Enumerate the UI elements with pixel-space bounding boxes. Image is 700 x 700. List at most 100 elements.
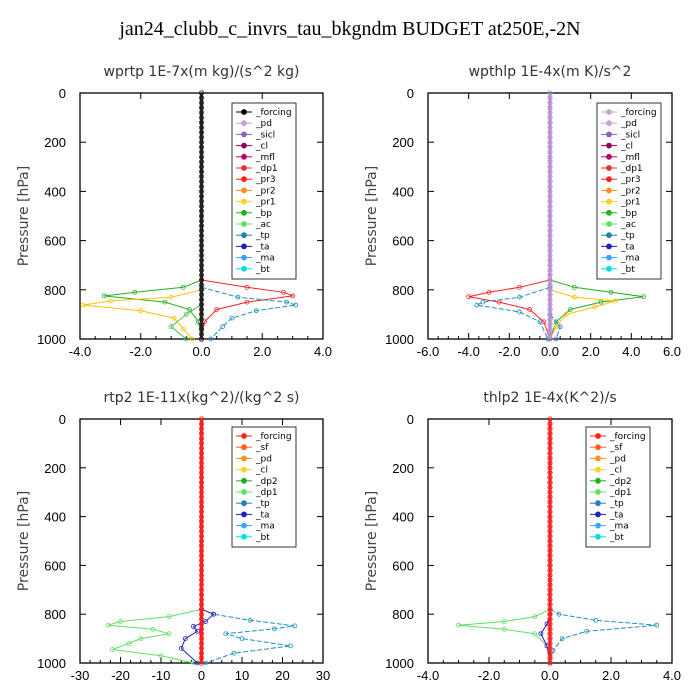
forcing-marker <box>198 183 205 190</box>
forcing-marker <box>547 238 553 244</box>
series-line-ac <box>170 304 202 340</box>
forcing-marker <box>547 640 553 647</box>
x-tick-label: 4.0 <box>314 344 332 359</box>
forcing-marker <box>198 238 205 244</box>
legend-swatch-marker <box>595 444 601 451</box>
forcing-marker <box>547 321 553 327</box>
data-point <box>572 284 577 290</box>
legend: _forcing_pd_sicl_cl_mfl_dp1_pr3_pr2_pr1_… <box>596 102 662 280</box>
y-tick-label: 1000 <box>385 332 414 347</box>
x-tick-label: -2.0 <box>130 344 152 359</box>
forcing-marker <box>547 164 553 170</box>
legend-label: _mfl <box>620 153 640 163</box>
legend-swatch-marker <box>241 232 247 239</box>
forcing-marker <box>547 336 553 342</box>
data-point <box>182 636 188 641</box>
forcing-marker <box>547 257 553 263</box>
forcing-marker <box>198 621 205 627</box>
x-tick-label: 2.0 <box>602 668 620 683</box>
forcing-marker <box>198 169 205 175</box>
data-point <box>138 636 144 641</box>
forcing-marker <box>547 567 553 573</box>
data-point <box>501 619 507 624</box>
legend-swatch-marker <box>241 120 247 127</box>
legend-label: _ma <box>255 522 275 532</box>
forcing-marker <box>198 431 205 437</box>
forcing-marker <box>198 174 205 180</box>
legend-swatch-marker <box>606 254 612 261</box>
forcing-marker <box>547 149 553 155</box>
data-point <box>567 307 573 312</box>
forcing-marker <box>198 518 205 525</box>
forcing-marker <box>547 233 553 239</box>
data-point <box>107 298 113 304</box>
x-tick-label: -4.0 <box>69 344 91 359</box>
forcing-marker <box>547 548 553 554</box>
y-tick-label: 400 <box>392 510 414 525</box>
forcing-marker <box>198 247 205 254</box>
forcing-marker <box>547 538 553 544</box>
legend-swatch-marker <box>606 165 612 171</box>
forcing-marker <box>547 587 553 593</box>
forcing-marker <box>547 557 553 564</box>
data-point <box>162 299 168 305</box>
y-tick-label: 1000 <box>385 656 414 671</box>
legend-label: _dp2 <box>255 477 278 487</box>
legend-swatch-marker <box>241 455 247 462</box>
data-point <box>235 294 241 300</box>
forcing-marker <box>198 287 205 293</box>
forcing-marker <box>198 159 205 165</box>
forcing-marker <box>547 655 553 661</box>
forcing-marker <box>198 465 205 471</box>
forcing-marker <box>198 301 205 308</box>
legend-label: _ma <box>620 254 640 264</box>
y-tick-label: 200 <box>392 135 414 150</box>
data-point <box>208 336 214 342</box>
forcing-marker <box>547 592 553 598</box>
legend-label: _dp1 <box>620 164 643 174</box>
forcing-marker <box>547 479 553 486</box>
legend-label: _forcing <box>255 108 292 118</box>
legend-swatch-marker <box>241 243 247 250</box>
data-point <box>553 319 559 325</box>
plot-3: thlp2 1E-4x(K^2)/s Pressure [hPa] -4.0 -2.0… <box>364 390 681 683</box>
legend-swatch-marker <box>606 187 612 194</box>
forcing-marker <box>547 577 553 583</box>
data-point <box>284 299 289 305</box>
forcing-marker <box>198 233 205 239</box>
forcing-marker <box>547 105 553 111</box>
forcing-marker <box>547 144 553 150</box>
forcing-marker <box>547 218 553 224</box>
data-point <box>532 614 538 620</box>
data-point <box>480 299 486 305</box>
data-point <box>244 299 250 305</box>
data-point <box>186 307 192 312</box>
forcing-marker <box>198 129 205 135</box>
y-tick-label: 800 <box>44 607 66 622</box>
forcing-marker <box>547 301 553 308</box>
legend-label: _dp1 <box>255 488 278 498</box>
forcing-marker <box>198 601 205 608</box>
legend-swatch-marker <box>241 533 247 540</box>
forcing-marker <box>547 213 553 219</box>
legend-label: _cl <box>255 466 268 476</box>
data-point <box>126 641 132 646</box>
legend-swatch-marker <box>241 153 247 160</box>
legend-swatch-marker <box>606 109 612 115</box>
legend-label: _bp <box>255 209 272 219</box>
legend-label: _forcing <box>620 108 657 118</box>
data-point <box>557 324 563 330</box>
forcing-marker <box>547 606 553 612</box>
plot-title: wpthlp 1E-4x(m K)/s^2 <box>469 64 632 80</box>
data-point <box>466 294 472 300</box>
forcing-marker <box>547 331 553 337</box>
legend-swatch-marker <box>595 477 601 484</box>
forcing-marker <box>198 655 205 661</box>
data-point <box>559 636 565 641</box>
forcing-marker <box>547 489 553 495</box>
legend-label: _ta <box>255 510 270 520</box>
forcing-marker <box>198 606 205 612</box>
data-point <box>105 622 111 628</box>
legend-swatch-marker <box>241 165 247 171</box>
forcing-marker <box>547 416 553 422</box>
